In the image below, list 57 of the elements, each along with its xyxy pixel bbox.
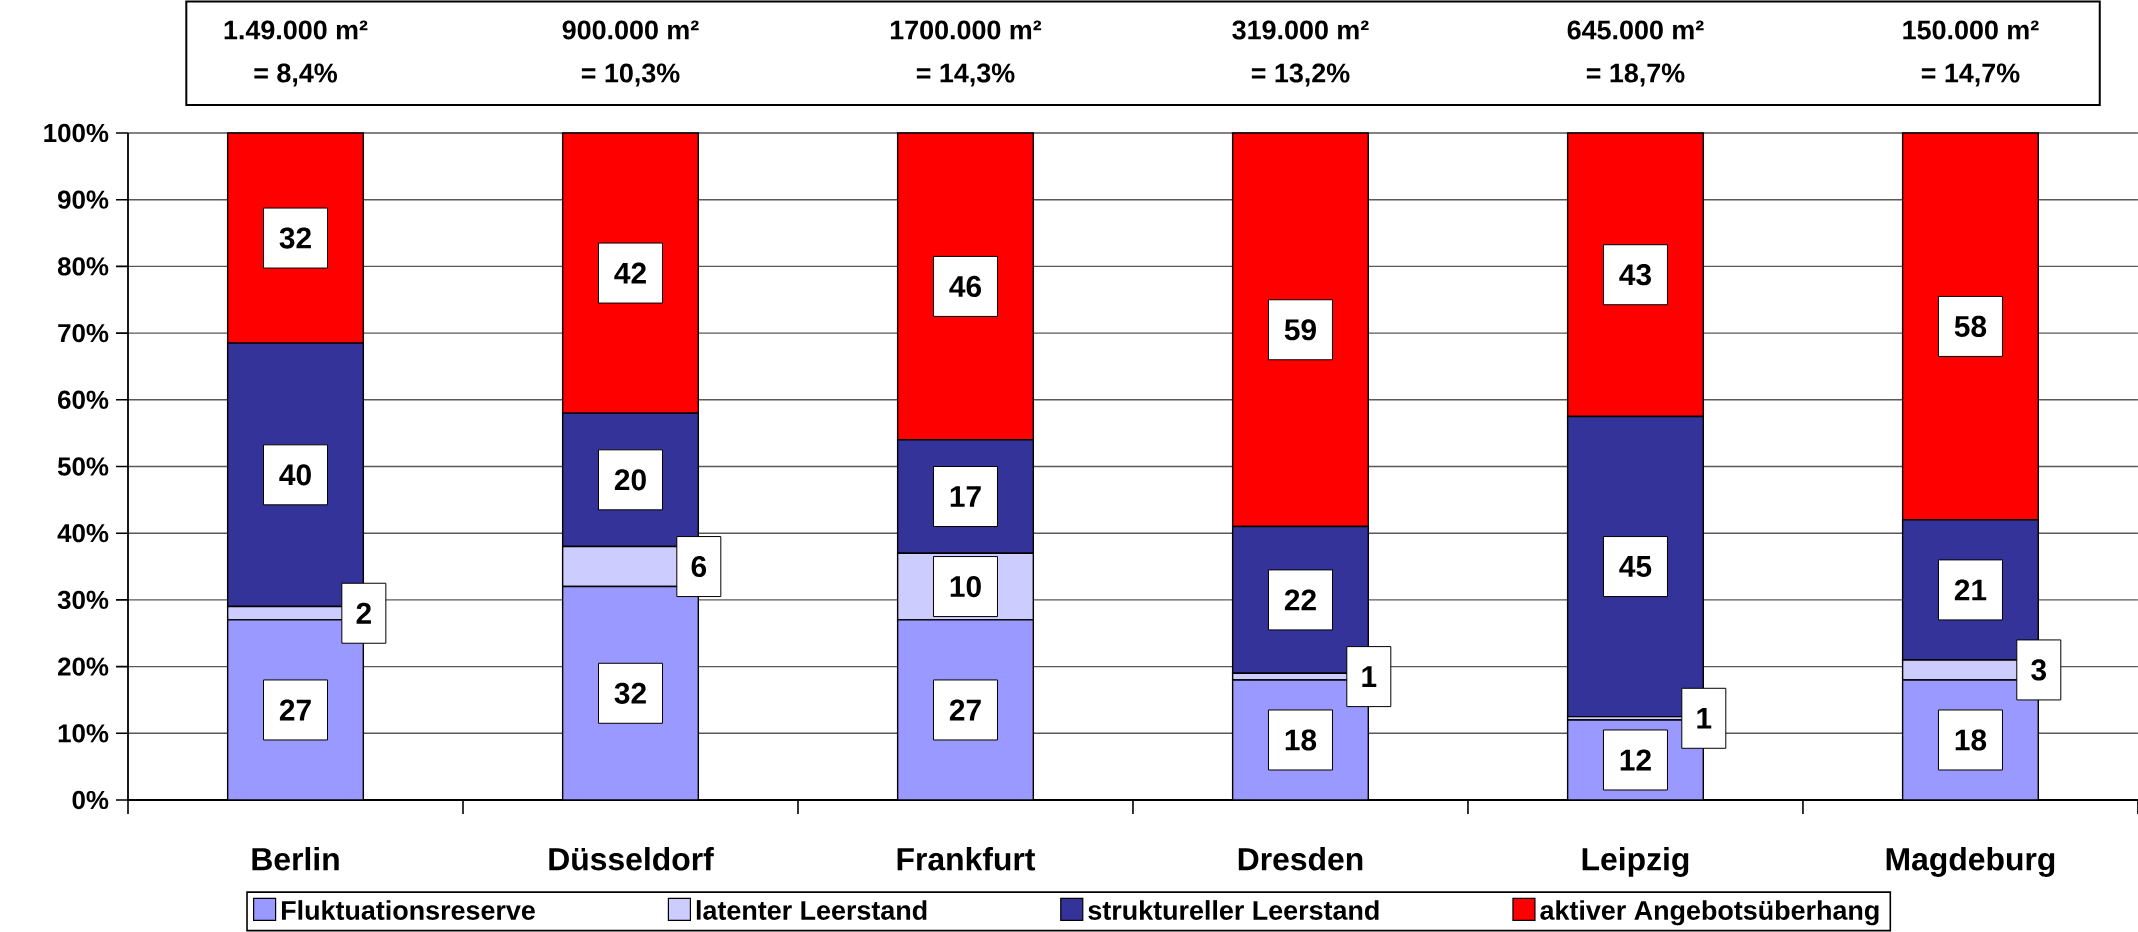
data-label: 17	[950, 486, 981, 507]
legend-label: struktureller Leerstand	[1088, 900, 1379, 920]
x-tick-label: Dresden	[1238, 847, 1363, 871]
text: = 14,7%	[1921, 63, 2020, 87]
data-label: 59	[1284, 319, 1316, 341]
x-tick-label: Frankfurt	[897, 847, 1036, 871]
text: = 10,3%	[581, 63, 680, 87]
x-tick-label: Leipzig	[1582, 847, 1689, 877]
data-label: 46	[949, 275, 982, 297]
data-label: 32	[279, 227, 311, 249]
data-label: 45	[1619, 556, 1652, 577]
data-label: 18	[1285, 729, 1317, 751]
y-tick-label: 30%	[57, 590, 109, 610]
text: 1700.000 m²	[890, 20, 1042, 40]
data-label: 32	[614, 682, 646, 704]
y-tick-label: 0%	[72, 790, 109, 810]
y-tick-label: 100%	[44, 123, 109, 143]
y-tick-label: 70%	[58, 323, 109, 343]
legend-label: latenter Leerstand	[696, 900, 927, 920]
data-label: 58	[1954, 315, 1987, 337]
text: = 8,4%	[254, 63, 338, 87]
legend-label: Fluktuationsreserve	[282, 900, 535, 920]
text: 900.000 m²	[562, 20, 699, 40]
data-label: 10	[950, 575, 981, 598]
data-label: 27	[949, 699, 981, 721]
data-label: 21	[1954, 579, 1987, 601]
data-label: 27	[279, 699, 311, 721]
data-label: 43	[1619, 264, 1651, 286]
data-label: 2	[356, 602, 371, 624]
data-label: 20	[614, 469, 646, 491]
text: 319.000 m²	[1232, 20, 1369, 40]
text: 150.000 m²	[1903, 20, 2039, 40]
data-label: 1	[1697, 708, 1712, 729]
data-label: 22	[1284, 589, 1316, 611]
y-tick-label: 20%	[58, 657, 109, 676]
y-tick-label: 60%	[58, 390, 109, 409]
y-tick-label: 80%	[57, 257, 109, 276]
legend-label: aktiver Angebotsüberhang	[1540, 900, 1879, 926]
x-tick-label: Düsseldorf	[549, 847, 714, 871]
text: 645.000 m²	[1567, 20, 1704, 40]
y-tick-label: 50%	[57, 457, 109, 476]
data-label: 6	[691, 555, 707, 578]
data-label: 40	[279, 464, 311, 486]
data-label: 42	[614, 262, 646, 284]
y-tick-label: 10%	[58, 724, 109, 743]
data-label: 1	[1362, 666, 1377, 687]
data-label: 18	[1955, 729, 1987, 751]
data-label: 3	[2031, 659, 2047, 681]
data-label: 12	[1620, 749, 1651, 771]
text: = 18,7%	[1586, 63, 1685, 87]
text: = 13,2%	[1251, 63, 1350, 87]
y-tick-label: 40%	[57, 524, 109, 543]
text: 1.49.000 m²	[224, 20, 368, 40]
y-tick-label: 90%	[58, 190, 109, 209]
x-tick-label: Magdeburg	[1886, 847, 2055, 877]
text: = 14,3%	[916, 63, 1015, 87]
x-tick-label: Berlin	[252, 847, 339, 871]
